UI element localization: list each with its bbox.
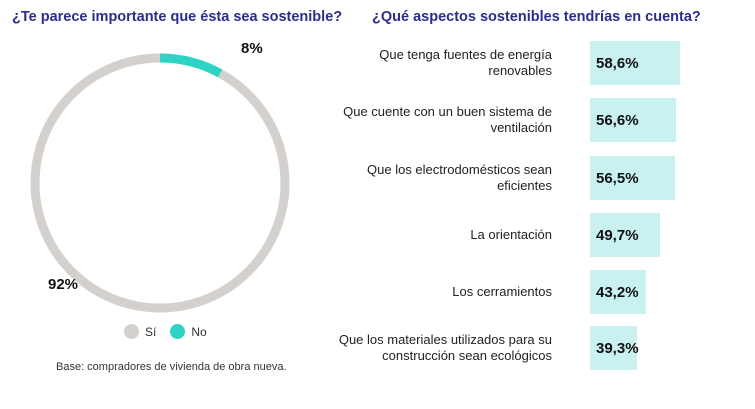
legend-swatch-no (170, 324, 186, 339)
bar-category-label: Que los materiales utilizados para su co… (338, 332, 552, 363)
bar: 43,2% (590, 270, 646, 314)
slice-si (30, 53, 290, 313)
bar-value-label: 58,6% (596, 54, 639, 72)
legend-item-si: Sí (124, 324, 156, 339)
legend-label-si: Sí (145, 324, 157, 339)
bar: 39,3% (590, 326, 639, 370)
slice-no (159, 53, 223, 78)
bar-row: Que los materiales utilizados para su co… (339, 326, 732, 370)
bar: 49,7% (590, 213, 661, 257)
bar-category-label: Que cuente con un buen sistema de ventil… (343, 104, 552, 135)
bar-value-label: 56,6% (596, 111, 639, 129)
bar: 58,6% (590, 41, 680, 85)
donut-chart-title: ¿Te parece importante que ésta sea soste… (12, 9, 343, 25)
bar-row: Que tenga fuentes de energía renovables 5… (372, 41, 732, 85)
bar-value-label: 56,5% (596, 169, 639, 187)
bar-category-label: Que los electrodomésticos sean eficiente… (367, 162, 552, 193)
bar-value-label: 43,2% (596, 283, 639, 301)
legend-label-no: No (191, 324, 207, 339)
slice-label-si: 92% (48, 276, 79, 293)
bar-value-label: 49,7% (596, 226, 639, 244)
legend-item-no: No (170, 324, 207, 339)
bar-row: La orientación 49,7% (372, 213, 732, 257)
bar-row: Que los electrodomésticos sean eficiente… (367, 156, 732, 200)
bar-category-label: Que tenga fuentes de energía renovables (379, 47, 552, 78)
bar: 56,5% (590, 156, 676, 200)
slice-label-no: 8% (241, 40, 263, 57)
bar-row: Que cuente con un buen sistema de ventil… (343, 98, 732, 142)
base-note: Base: compradores de vivienda de obra nu… (56, 361, 287, 373)
bar-row: Los cerramientos 43,2% (372, 270, 732, 314)
bar-category-label: Los cerramientos (452, 284, 552, 299)
donut-chart (30, 53, 290, 313)
bar-value-label: 39,3% (596, 339, 639, 357)
bar: 56,6% (590, 98, 676, 142)
bar-category-label: La orientación (470, 227, 552, 242)
legend-swatch-si (124, 324, 139, 339)
bar-chart-title: ¿Qué aspectos sostenibles tendrías en cu… (372, 9, 701, 25)
donut-legend: Sí No (124, 324, 221, 339)
